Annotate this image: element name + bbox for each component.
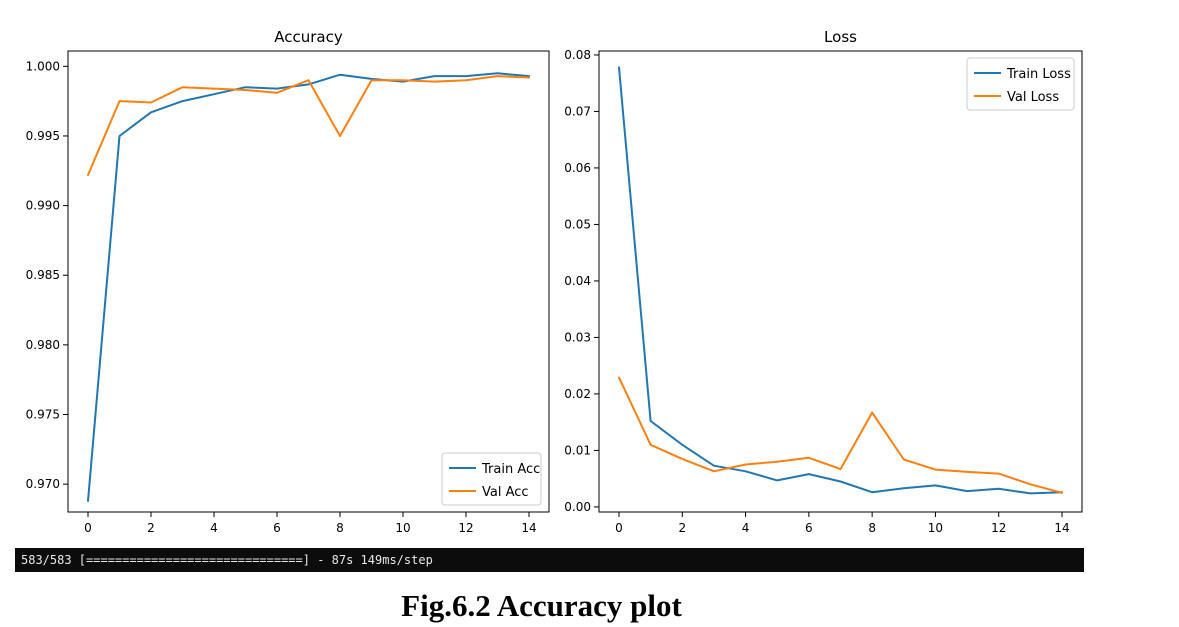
loss-x-tick-label: 0 <box>615 521 623 535</box>
accuracy-x-tick-label: 10 <box>395 521 410 535</box>
loss-y-tick-label: 0.00 <box>564 500 591 514</box>
loss-legend-label: Train Loss <box>1006 67 1071 82</box>
loss-y-tick-label: 0.04 <box>564 274 591 288</box>
loss-x-tick-label: 14 <box>1054 521 1069 535</box>
accuracy-y-tick-label: 0.980 <box>26 338 60 352</box>
accuracy-y-tick-label: 0.975 <box>26 408 60 422</box>
console-output: 583/583 [==============================]… <box>15 548 1084 572</box>
accuracy-chart: Accuracy 0 2 4 6 8 10 12 14 0.970 0.975 0.980 0.985 0… <box>26 28 550 535</box>
loss-x-tick-label: 12 <box>991 521 1006 535</box>
accuracy-x-tick-label: 6 <box>273 521 281 535</box>
accuracy-x-tick-label: 14 <box>521 521 536 535</box>
loss-x-tick-label: 8 <box>868 521 876 535</box>
loss-x-tick-label: 4 <box>742 521 750 535</box>
accuracy-series-val-acc <box>87 75 530 176</box>
loss-series-val-loss <box>618 376 1063 494</box>
accuracy-legend-label: Train Acc <box>481 462 540 477</box>
charts-canvas: Accuracy 0 2 4 6 8 10 12 14 0.970 0.975 0.980 0.985 0… <box>26 28 1083 535</box>
accuracy-y-tick-label: 0.985 <box>26 268 60 282</box>
loss-chart-title: Loss <box>824 28 857 46</box>
loss-y-tick-label: 0.06 <box>564 161 591 175</box>
accuracy-x-tick-label: 0 <box>84 521 92 535</box>
loss-legend: Train Loss Val Loss <box>966 57 1075 111</box>
accuracy-x-tick-label: 8 <box>336 521 344 535</box>
loss-y-tick-label: 0.05 <box>564 217 591 231</box>
loss-x-tick-label: 6 <box>805 521 813 535</box>
accuracy-x-tick-label: 2 <box>147 521 155 535</box>
loss-y-tick-label: 0.03 <box>564 330 591 344</box>
accuracy-series-train-acc <box>87 72 530 502</box>
accuracy-y-tick-label: 1.000 <box>26 59 60 73</box>
loss-plot-frame <box>598 50 1083 513</box>
loss-series-train-loss <box>618 66 1063 495</box>
loss-legend-label: Val Loss <box>1007 90 1059 105</box>
accuracy-x-tick-label: 4 <box>210 521 218 535</box>
loss-x-tick-label: 2 <box>678 521 686 535</box>
accuracy-y-tick-label: 0.990 <box>26 199 60 213</box>
accuracy-chart-title: Accuracy <box>274 28 343 46</box>
accuracy-x-tick-label: 12 <box>458 521 473 535</box>
loss-chart: Loss 0 2 4 6 8 10 12 14 0.00 0.01 0.02 0.03 0.04 0.05 0… <box>564 28 1083 535</box>
accuracy-plot-frame <box>67 50 550 513</box>
accuracy-legend-label: Val Acc <box>482 485 529 500</box>
loss-y-tick-label: 0.08 <box>564 48 591 62</box>
accuracy-y-tick-label: 0.970 <box>26 477 60 491</box>
loss-x-tick-label: 10 <box>928 521 943 535</box>
accuracy-legend: Train Acc Val Acc <box>441 452 542 506</box>
accuracy-y-tick-label: 0.995 <box>26 129 60 143</box>
loss-y-tick-label: 0.02 <box>564 387 591 401</box>
loss-y-tick-label: 0.07 <box>564 104 591 118</box>
figure-caption: Fig.6.2 Accuracy plot <box>401 588 682 623</box>
loss-y-tick-label: 0.01 <box>564 443 591 457</box>
